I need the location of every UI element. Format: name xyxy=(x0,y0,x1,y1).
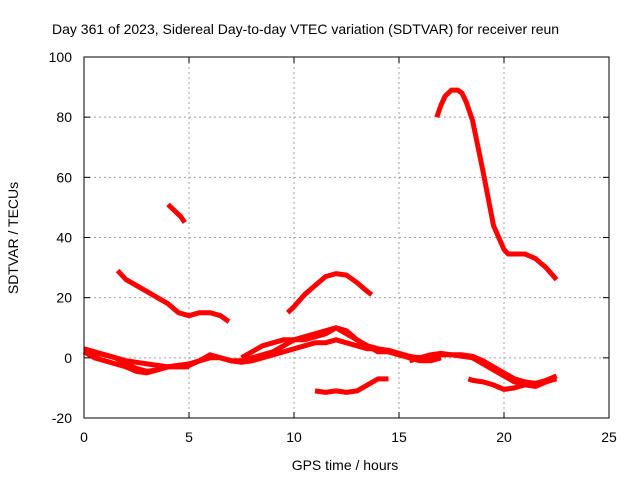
chart-title: Day 361 of 2023, Sidereal Day-to-day VTE… xyxy=(52,21,559,37)
trace-sat-d xyxy=(115,268,231,324)
y-tick-label: -20 xyxy=(52,410,72,426)
y-tick-label: 0 xyxy=(64,350,72,366)
trace-sat-i xyxy=(366,343,558,386)
x-tick-label: 15 xyxy=(391,429,407,445)
y-tick-label: 20 xyxy=(56,290,72,306)
trace-sat-g xyxy=(240,325,370,360)
trace-sat-f xyxy=(285,271,374,315)
y-tick-label: 40 xyxy=(56,230,72,246)
y-tick-label: 60 xyxy=(56,169,72,185)
trace-sat-e xyxy=(166,202,187,224)
y-tick-label: 100 xyxy=(49,49,73,65)
x-tick-label: 25 xyxy=(601,429,617,445)
trace-sat-k xyxy=(467,373,558,392)
grid xyxy=(84,57,609,418)
y-tick-label: 80 xyxy=(56,109,72,125)
x-tick-label: 20 xyxy=(496,429,512,445)
axis-ticks: 0 5 10 15 20 25 -20 0 20 40 60 80 100 xyxy=(49,49,617,445)
x-axis-label: GPS time / hours xyxy=(292,457,399,473)
x-tick-label: 10 xyxy=(286,429,302,445)
y-axis-label: SDTVAR / TECUs xyxy=(5,182,21,294)
trace-sat-h xyxy=(314,376,389,395)
trace-sat-l xyxy=(434,87,559,282)
x-tick-label: 5 xyxy=(185,429,193,445)
x-tick-label: 0 xyxy=(80,429,88,445)
data-traces xyxy=(82,87,559,395)
trace-sat-c xyxy=(82,349,189,376)
